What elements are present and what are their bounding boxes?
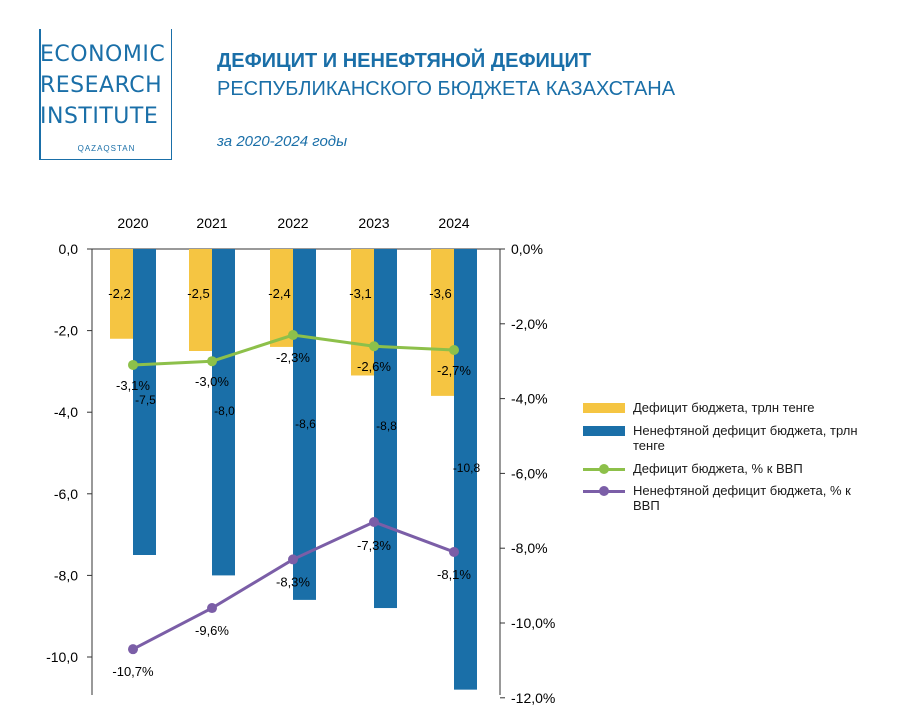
nonoil-gdp-point [369, 517, 379, 528]
nonoil-bar-data-label: -7,5 [135, 393, 156, 407]
legend-swatch-nonoil-bar [583, 423, 625, 439]
deficit-bar-data-label: -2,5 [187, 286, 209, 301]
nonoil-gdp-data-label: -8,3% [276, 574, 310, 589]
nonoil-deficit-bar [454, 249, 477, 690]
x-axis-category-label: 2021 [196, 215, 227, 231]
nonoil-deficit-bar [212, 249, 235, 576]
logo-subtitle: QAZAQSTAN [77, 144, 136, 153]
right-axis-tick-label: -6,0% [511, 465, 548, 481]
deficit-bar [431, 249, 454, 396]
nonoil-bar-data-label: -8,8 [376, 419, 397, 433]
left-axis-tick-label: 0,0 [59, 241, 79, 257]
left-axis-tick-label: -10,0 [46, 649, 78, 665]
x-axis-category-label: 2020 [117, 215, 148, 231]
deficit-gdp-point [128, 359, 138, 370]
logo-frame [39, 29, 41, 160]
legend-label: Ненефтяной дефицит бюджета, % к ВВП [633, 483, 851, 513]
nonoil-gdp-point [128, 644, 138, 655]
right-axis-tick-label: -2,0% [511, 316, 548, 332]
deficit-bar [270, 249, 293, 347]
nonoil-bar-data-label: -8,0 [214, 404, 235, 418]
deficit-gdp-point [207, 356, 217, 367]
deficit-bar-data-label: -2,2 [108, 286, 130, 301]
nonoil-bar-data-label: -8,6 [295, 417, 316, 431]
nonoil-gdp-point [288, 554, 298, 565]
right-axis-tick-label: -12,0% [511, 690, 555, 706]
legend-item-nonoil-line: Ненефтяной дефицит бюджета, % к ВВП [583, 483, 913, 513]
legend-item-deficit-line: Дефицит бюджета, % к ВВП [583, 461, 913, 477]
deficit-bar [189, 249, 212, 351]
deficit-gdp-data-label: -3,1% [116, 378, 150, 393]
deficit-bar-data-label: -3,6 [429, 286, 451, 301]
legend-swatch-deficit-bar [583, 400, 625, 416]
left-axis-tick-label: -8,0 [54, 567, 78, 583]
deficit-gdp-data-label: -2,3% [276, 350, 310, 365]
nonoil-deficit-bar [133, 249, 156, 555]
deficit-gdp-data-label: -2,6% [357, 359, 391, 374]
nonoil-gdp-data-label: -7,3% [357, 538, 391, 553]
deficit-gdp-data-label: -3,0% [195, 374, 229, 389]
nonoil-gdp-data-label: -8,1% [437, 567, 471, 582]
deficit-gdp-point [449, 344, 459, 355]
legend-item-nonoil-bar: Ненефтяной дефицит бюджета, трлн тенге [583, 423, 913, 453]
page-title: ДЕФИЦИТ И НЕНЕФТЯНОЙ ДЕФИЦИТ [217, 50, 592, 72]
deficit-gdp-point [288, 330, 298, 341]
logo-line-1: ECONOMIC [40, 42, 166, 67]
page-subtitle: за 2020-2024 годы [217, 133, 348, 150]
x-axis-category-label: 2024 [438, 215, 469, 231]
left-axis-tick-label: -2,0 [54, 323, 78, 339]
x-axis-category-label: 2023 [358, 215, 389, 231]
deficit-bar-data-label: -3,1 [349, 286, 371, 301]
deficit-bar [351, 249, 374, 376]
logo-line-3: INSTITUTE [40, 104, 159, 129]
nonoil-bar-data-label: -10,8 [453, 461, 481, 475]
deficit-bar [110, 249, 133, 339]
nonoil-gdp-point [449, 546, 459, 557]
deficit-bar-data-label: -2,4 [268, 286, 290, 301]
left-axis-tick-label: -6,0 [54, 486, 78, 502]
legend-swatch-deficit-line [583, 461, 625, 477]
legend-item-deficit-bar: Дефицит бюджета, трлн тенге [583, 400, 913, 416]
left-axis-tick-label: -4,0 [54, 404, 78, 420]
deficit-gdp-point [369, 341, 379, 352]
chart-legend: Дефицит бюджета, трлн тенге Ненефтяной д… [583, 400, 913, 513]
right-axis-tick-label: -10,0% [511, 615, 555, 631]
nonoil-gdp-point [207, 603, 217, 614]
legend-swatch-nonoil-line [583, 483, 625, 499]
right-axis-tick-label: -8,0% [511, 540, 548, 556]
logo [39, 29, 172, 160]
nonoil-deficit-bar [374, 249, 397, 609]
right-axis-tick-label: -4,0% [511, 391, 548, 407]
right-axis-tick-label: 0,0% [511, 241, 543, 257]
nonoil-gdp-data-label: -9,6% [195, 623, 229, 638]
nonoil-gdp-data-label: -10,7% [112, 664, 154, 679]
legend-label: Ненефтяной дефицит бюджета, трлн тенге [633, 423, 858, 453]
deficit-gdp-data-label: -2,7% [437, 363, 471, 378]
x-axis-category-label: 2022 [277, 215, 308, 231]
logo-line-2: RESEARCH [40, 73, 163, 98]
legend-label: Дефицит бюджета, % к ВВП [633, 461, 803, 476]
page-title-second-line: РЕСПУБЛИКАНСКОГО БЮДЖЕТА КАЗАХСТАНА [217, 78, 676, 100]
legend-label: Дефицит бюджета, трлн тенге [633, 400, 815, 415]
